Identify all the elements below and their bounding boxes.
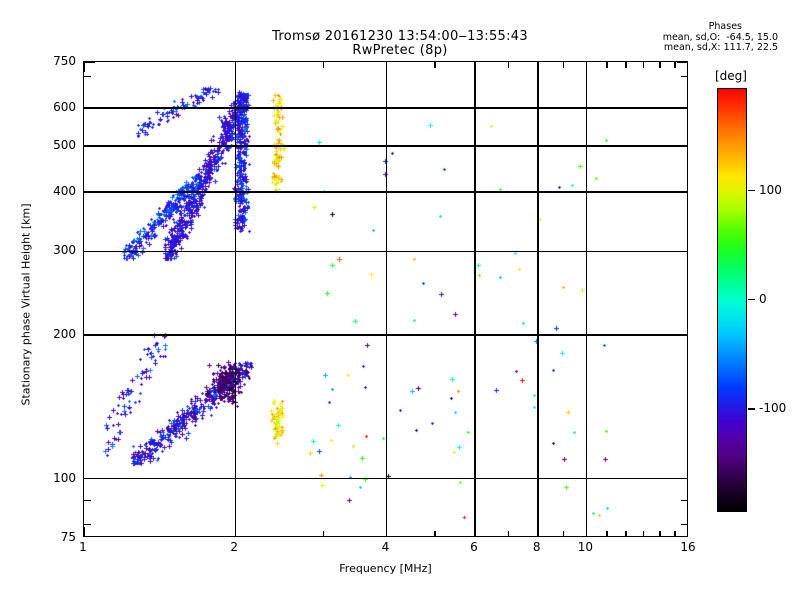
x-tick-label: 1 — [79, 540, 87, 554]
x-major-tick — [234, 62, 236, 72]
x-tick-label: 10 — [577, 540, 594, 554]
x-minor-tick — [507, 62, 510, 68]
x-tick-label: 8 — [532, 540, 541, 554]
x-minor-tick — [434, 62, 436, 68]
phase-stats-header: Phases — [708, 21, 742, 32]
gridline-x — [385, 62, 388, 536]
x-minor-tick — [674, 530, 676, 536]
y-major-tick — [84, 334, 95, 336]
y-tick-label: 200 — [53, 327, 76, 342]
x-major-tick — [474, 62, 476, 72]
colorbar-unit-label: [deg] — [715, 69, 747, 83]
y-major-tick — [676, 334, 687, 336]
phase-stats-extraordinary: mean, sd,X: 111.7, 22.5 — [663, 42, 778, 53]
gridline-y — [84, 477, 687, 480]
x-minor-tick — [674, 62, 676, 68]
y-minor-tick — [84, 499, 91, 502]
x-minor-tick — [659, 530, 661, 536]
x-tick-label: 4 — [381, 540, 390, 554]
x-major-tick — [84, 526, 85, 536]
colorbar-tick — [748, 408, 755, 410]
y-axis-title: Stationary phase Virtual Height [km] — [19, 203, 33, 406]
y-major-tick — [84, 145, 95, 147]
x-major-tick — [585, 526, 588, 536]
plot-area[interactable] — [83, 61, 688, 537]
y-tick-label: 75 — [60, 530, 76, 544]
y-major-tick — [676, 62, 687, 63]
y-major-tick — [676, 477, 687, 480]
x-major-tick — [385, 526, 388, 536]
x-tick-label: 16 — [680, 540, 696, 554]
y-major-tick — [84, 62, 95, 63]
x-tick-label: 6 — [470, 540, 478, 554]
y-minor-tick — [84, 523, 91, 526]
y-tick-label: 750 — [53, 54, 76, 68]
x-major-tick — [234, 526, 236, 536]
x-minor-tick — [322, 62, 325, 68]
gridline-y — [84, 250, 687, 253]
x-minor-tick — [625, 530, 627, 536]
x-minor-tick — [606, 62, 608, 68]
x-major-tick — [537, 526, 539, 536]
y-major-tick — [676, 191, 687, 193]
x-minor-tick — [625, 62, 627, 68]
y-tick-label: 100 — [53, 470, 76, 485]
plot-title-line1: Tromsø 20161230 13:54:00‒13:55:43 — [272, 29, 528, 44]
x-minor-tick — [606, 530, 608, 536]
colorbar-gradient — [717, 88, 747, 512]
x-minor-tick — [642, 62, 645, 68]
gridline-x — [537, 62, 539, 536]
y-tick-label: 400 — [53, 183, 76, 198]
colorbar-tick — [748, 298, 755, 301]
x-minor-tick — [659, 62, 661, 68]
x-minor-tick — [642, 530, 645, 536]
y-tick-label: 600 — [53, 100, 76, 115]
gridline-y — [84, 107, 687, 109]
x-minor-tick — [562, 62, 565, 68]
y-major-tick — [676, 250, 687, 253]
gridline-x — [474, 62, 476, 536]
x-axis-title: Frequency [MHz] — [339, 562, 432, 575]
gridline-y — [84, 145, 687, 147]
y-tick-label: 500 — [53, 137, 76, 152]
y-minor-tick — [680, 75, 687, 77]
y-major-tick — [676, 145, 687, 147]
y-major-tick — [84, 107, 95, 109]
x-minor-tick — [562, 530, 565, 536]
x-tick-label: 2 — [230, 540, 239, 554]
phase-statistics-annotation: Phases mean, sd,O: -64.5, 15.0 mean, sd,… — [662, 21, 778, 54]
y-major-tick — [84, 250, 95, 253]
x-minor-tick — [507, 530, 510, 536]
gridline-y — [84, 191, 687, 193]
x-minor-tick — [434, 530, 436, 536]
x-major-tick — [585, 62, 588, 72]
colorbar-tick-label: -100 — [759, 401, 787, 416]
gridline-x — [585, 62, 588, 536]
y-minor-tick — [84, 75, 91, 77]
y-major-tick — [84, 477, 95, 480]
y-minor-tick — [680, 499, 687, 502]
colorbar[interactable]: 100 0 -100 — [717, 88, 786, 512]
x-major-tick — [537, 62, 539, 72]
y-tick-label: 300 — [53, 243, 76, 258]
plot-title-line2: RwPretec (8p) — [352, 43, 448, 58]
colorbar-tick-label: 0 — [759, 291, 767, 306]
gridline-y — [84, 334, 687, 336]
colorbar-tick — [748, 189, 755, 192]
gridline-x — [234, 62, 236, 536]
x-minor-tick — [322, 530, 325, 536]
x-major-tick — [474, 526, 476, 536]
x-major-tick — [84, 62, 85, 72]
x-major-tick — [385, 62, 388, 72]
y-major-tick — [676, 107, 687, 109]
colorbar-tick-label: 100 — [759, 182, 782, 197]
y-minor-tick — [680, 523, 687, 526]
phase-stats-ordinary: mean, sd,O: -64.5, 15.0 — [662, 31, 778, 43]
y-major-tick — [84, 191, 95, 193]
